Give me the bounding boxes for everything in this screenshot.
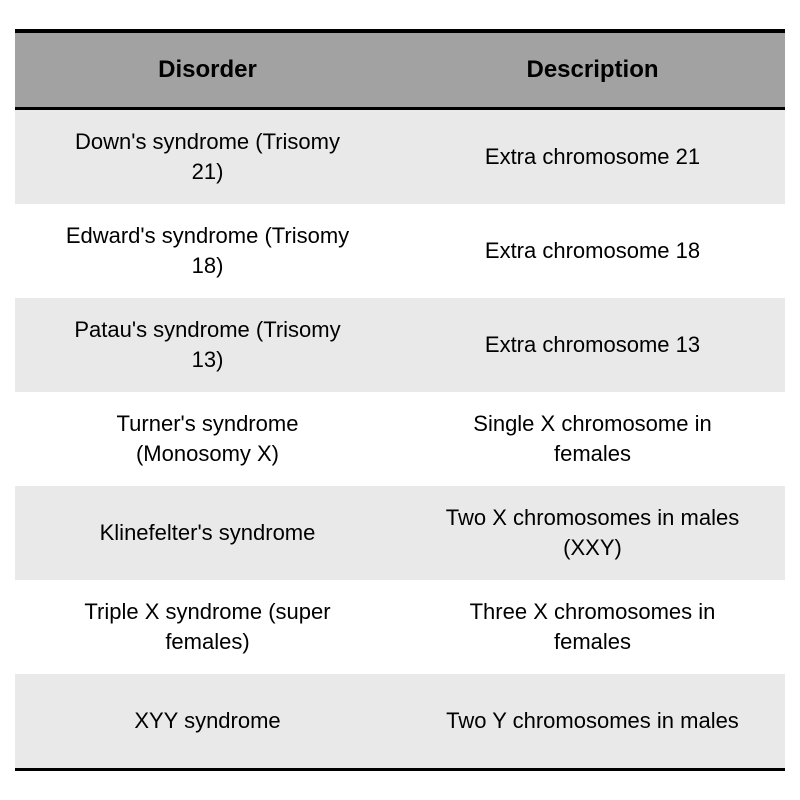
table-row: Down's syndrome (Trisomy 21)Extra chromo…	[15, 110, 785, 204]
cell-disorder: Turner's syndrome (Monosomy X)	[15, 392, 400, 486]
cell-description: Two X chromosomes in males (XXY)	[400, 486, 785, 580]
cell-description: Two Y chromosomes in males	[400, 674, 785, 768]
table-row: Edward's syndrome (Trisomy 18)Extra chro…	[15, 204, 785, 298]
cell-disorder: Klinefelter's syndrome	[15, 486, 400, 580]
cell-description: Three X chromosomes in females	[400, 580, 785, 674]
cell-disorder: Patau's syndrome (Trisomy 13)	[15, 298, 400, 392]
table-row: Turner's syndrome (Monosomy X)Single X c…	[15, 392, 785, 486]
cell-description: Extra chromosome 18	[400, 204, 785, 298]
cell-description: Single X chromosome in females	[400, 392, 785, 486]
col-header-disorder: Disorder	[15, 33, 400, 107]
bottom-rule	[15, 768, 785, 771]
cell-description: Extra chromosome 13	[400, 298, 785, 392]
table-container: Disorder Description Down's syndrome (Tr…	[15, 29, 785, 771]
cell-disorder: XYY syndrome	[15, 674, 400, 768]
cell-disorder: Edward's syndrome (Trisomy 18)	[15, 204, 400, 298]
table-body: Down's syndrome (Trisomy 21)Extra chromo…	[15, 110, 785, 771]
disorder-table: Disorder Description Down's syndrome (Tr…	[15, 29, 785, 771]
cell-description: Extra chromosome 21	[400, 110, 785, 204]
cell-disorder: Triple X syndrome (super females)	[15, 580, 400, 674]
table-row: XYY syndromeTwo Y chromosomes in males	[15, 674, 785, 768]
cell-disorder: Down's syndrome (Trisomy 21)	[15, 110, 400, 204]
table-header-row: Disorder Description	[15, 33, 785, 107]
table-row: Klinefelter's syndromeTwo X chromosomes …	[15, 486, 785, 580]
table-row: Patau's syndrome (Trisomy 13)Extra chrom…	[15, 298, 785, 392]
table-row: Triple X syndrome (super females)Three X…	[15, 580, 785, 674]
col-header-description: Description	[400, 33, 785, 107]
